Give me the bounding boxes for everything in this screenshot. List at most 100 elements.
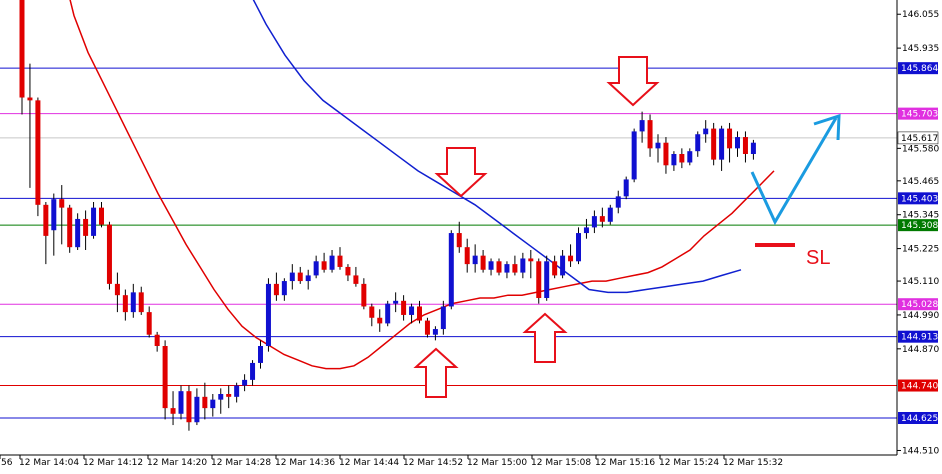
x-tick-label: 12 Mar 14:36	[275, 458, 335, 468]
up-arrow-1	[413, 347, 459, 398]
candle-body	[67, 207, 73, 248]
level-tag-0	[898, 62, 938, 75]
x-tick-label: 12 Mar 15:16	[595, 458, 655, 468]
level-tag-8	[898, 412, 938, 424]
candle-body	[202, 396, 208, 409]
current-price-label: 145.617	[901, 134, 938, 144]
down-arrow-1	[606, 56, 660, 107]
down-arrow-2	[434, 147, 488, 198]
candle-body	[281, 281, 287, 296]
candle-body	[687, 151, 693, 163]
candle-body	[568, 255, 574, 262]
level-label-7: 144.740	[901, 382, 938, 392]
candle-body	[162, 346, 168, 409]
candle-body	[146, 312, 152, 335]
candle-body	[504, 264, 510, 273]
candle-body	[75, 218, 81, 248]
x-tick-label: 12 Mar 15:24	[659, 458, 719, 468]
candle-body	[91, 207, 97, 236]
candle-body	[512, 264, 518, 273]
candles	[19, 0, 756, 431]
candle-body	[631, 131, 637, 180]
candle-body	[194, 396, 200, 423]
candle-body	[170, 408, 176, 414]
candle-body	[703, 128, 709, 135]
candle-body	[385, 303, 391, 324]
candle-body	[321, 261, 327, 270]
candle-body	[51, 199, 57, 231]
candle-body	[456, 233, 462, 248]
level-tag-7	[898, 379, 938, 392]
y-tick-label: 145.935	[902, 44, 939, 54]
y-tick-label: 145.110	[902, 277, 939, 287]
candle-body	[448, 233, 454, 307]
level-label-8: 144.625	[901, 414, 938, 424]
x-tick-label: 12 Mar 15:32	[723, 458, 783, 468]
candle-body	[114, 283, 120, 296]
candle-body	[750, 142, 756, 154]
candle-body	[122, 295, 128, 313]
forecast-line	[750, 117, 838, 226]
candle-body	[361, 283, 367, 307]
candle-body	[615, 196, 621, 208]
level-tag-6	[898, 330, 938, 343]
candle-body	[735, 137, 740, 149]
candle-body	[560, 255, 566, 276]
candle-body	[432, 329, 438, 335]
x-tick-label: 12 Mar 14:20	[147, 458, 207, 468]
candle-body	[35, 100, 41, 205]
candle-body	[353, 275, 359, 284]
candle-body	[289, 272, 295, 282]
candle-body	[19, 0, 25, 98]
candle-body	[178, 391, 184, 414]
candle-body	[711, 128, 717, 160]
y-tick-label: 145.580	[902, 144, 939, 154]
candle-body	[480, 255, 486, 270]
forecast-arrowhead	[813, 113, 841, 141]
candle-body	[464, 247, 470, 265]
candle-body	[742, 137, 748, 154]
level-label-0: 145.864	[901, 64, 938, 74]
candle-body	[719, 128, 725, 160]
y-tick-label: 145.345	[902, 211, 939, 221]
candle-body	[265, 283, 271, 346]
candle-body	[83, 218, 89, 236]
candle-body	[393, 300, 399, 304]
candle-body	[576, 233, 581, 262]
candle-body	[250, 362, 256, 380]
y-tick-label: 144.870	[902, 345, 939, 355]
candle-body	[655, 142, 661, 149]
level-tag-4	[898, 219, 938, 232]
candle-body	[242, 379, 248, 386]
current-price-tag	[897, 131, 939, 145]
candle-body	[345, 266, 351, 276]
candle-body	[258, 346, 263, 363]
candle-body	[536, 261, 542, 298]
candle-body	[409, 306, 415, 315]
candle-body	[599, 216, 605, 222]
level-tag-5	[898, 298, 938, 311]
y-tick-label: 146.055	[902, 10, 939, 20]
candle-body	[424, 320, 430, 335]
candle-body	[106, 224, 112, 284]
candle-body	[337, 255, 343, 267]
candle-body	[401, 300, 407, 315]
level-tag-3	[898, 192, 938, 205]
candle-body	[154, 334, 160, 346]
level-label-3: 145.403	[901, 194, 938, 204]
up-arrow-2	[522, 312, 568, 363]
x-tick-label: 12 Mar 14:44	[339, 458, 399, 468]
y-tick-label: 144.510	[902, 446, 939, 456]
candle-body	[695, 134, 701, 152]
candle-body	[727, 128, 733, 149]
annotations: SL	[413, 56, 841, 398]
candle-body	[528, 258, 534, 262]
candle-body	[186, 391, 192, 423]
candle-body	[226, 394, 232, 397]
level-tag-1	[898, 107, 938, 120]
candle-body	[305, 275, 311, 282]
level-label-4: 145.308	[901, 221, 938, 231]
x-tick-label: 12 Mar 14:12	[83, 458, 143, 468]
candle-body	[377, 317, 383, 324]
